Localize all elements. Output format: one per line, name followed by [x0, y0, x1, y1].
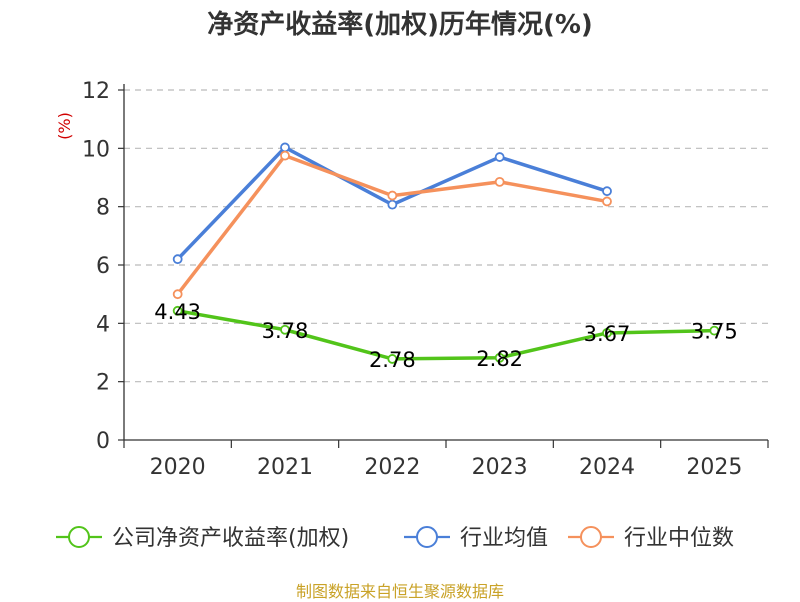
legend-swatch-marker [416, 526, 438, 548]
x-tick-label: 2020 [150, 455, 206, 480]
y-tick-label: 2 [96, 371, 110, 396]
data-point [494, 352, 505, 363]
data-point [387, 190, 398, 201]
y-tick-label: 0 [96, 429, 110, 454]
x-tick-label: 2025 [686, 455, 742, 480]
data-point [280, 150, 290, 161]
data-point [280, 324, 290, 335]
x-tick-label: 2022 [364, 455, 420, 480]
legend-label: 行业中位数 [624, 526, 734, 551]
x-tick-label: 2023 [472, 455, 528, 480]
series-line-2 [175, 153, 609, 296]
data-point [387, 354, 398, 364]
data-point [172, 254, 183, 265]
series-lines [172, 142, 720, 364]
data-label: 3.67 [584, 322, 631, 346]
y-tick-label: 4 [96, 312, 110, 337]
data-point [172, 289, 183, 300]
chart-title: 净资产收益率(加权)历年情况(%) [207, 10, 593, 40]
y-unit-label: (%) [55, 112, 74, 140]
data-point [602, 196, 612, 207]
data-point [709, 325, 720, 336]
y-tick-label: 6 [96, 254, 110, 279]
data-point [602, 186, 612, 197]
series-line-0 [175, 309, 717, 361]
data-labels: 4.43 3.78 2.78 2.82 3.67 3.75 [154, 300, 737, 372]
data-point [494, 176, 505, 187]
data-point [172, 305, 183, 316]
axes: 0 2 4 6 8 10 12 2020 2021 2022 2023 2024 2025 (%) [55, 79, 769, 480]
legend-label: 行业均值 [460, 526, 548, 551]
data-point [494, 152, 505, 162]
y-tick-label: 12 [82, 79, 110, 104]
data-point [387, 199, 398, 210]
legend-swatch-marker [68, 526, 90, 548]
data-label: 4.43 [154, 300, 201, 324]
x-tick-label: 2024 [579, 455, 635, 480]
y-tick-label: 8 [96, 196, 110, 221]
data-label: 3.78 [262, 319, 309, 343]
y-tick-label: 10 [82, 137, 110, 162]
legend: 公司净资产收益率(加权) 行业均值 行业中位数 [56, 526, 734, 551]
data-point [602, 328, 612, 338]
x-tick-label: 2021 [257, 455, 313, 480]
data-label: 2.82 [476, 347, 523, 371]
legend-label: 公司净资产收益率(加权) [112, 526, 349, 551]
data-label: 3.75 [691, 320, 738, 344]
grid-lines [124, 89, 768, 383]
data-label: 2.78 [369, 348, 416, 372]
data-point [280, 142, 290, 153]
source-note: 制图数据来自恒生聚源数据库 [295, 582, 504, 601]
legend-swatch-marker [580, 526, 602, 548]
